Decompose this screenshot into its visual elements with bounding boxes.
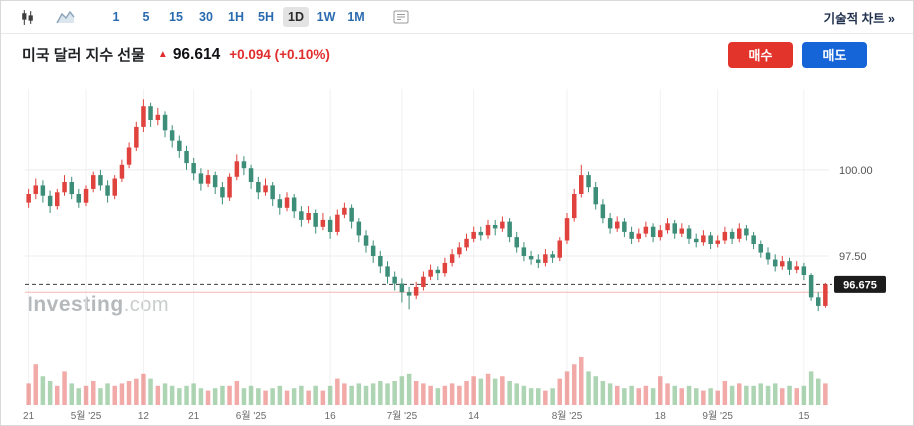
svg-text:21: 21: [188, 411, 200, 422]
timeframe-15[interactable]: 15: [163, 7, 189, 27]
svg-text:16: 16: [325, 411, 337, 422]
instrument-title: 미국 달러 지수 선물: [22, 47, 145, 64]
timeframe-1h[interactable]: 1H: [223, 7, 249, 27]
svg-text:100.00: 100.00: [839, 165, 873, 177]
svg-text:18: 18: [655, 411, 667, 422]
timeframe-5h[interactable]: 5H: [253, 7, 279, 27]
timeframe-1m[interactable]: 1M: [343, 7, 369, 27]
timeframe-group: 1 5 15 30 1H 5H 1D 1W 1M: [103, 7, 373, 27]
technical-chart-link[interactable]: 기술적 차트 »: [823, 11, 895, 26]
timeframe-1w[interactable]: 1W: [313, 7, 339, 27]
buy-button[interactable]: 매수: [728, 41, 793, 68]
svg-text:96.675: 96.675: [843, 279, 877, 291]
candles: [26, 99, 828, 312]
timeframe-1[interactable]: 1: [103, 7, 129, 27]
svg-text:7월 '25: 7월 '25: [387, 410, 418, 422]
area-chart-type-icon[interactable]: [52, 8, 79, 27]
watermark-suffix: .com: [123, 294, 170, 316]
svg-text:14: 14: [468, 411, 480, 422]
price-up-arrow-icon: ▲: [157, 49, 168, 60]
instrument-header: 미국 달러 지수 선물 ▲ 96.614 +0.094 (+0.10%) 매수 …: [1, 34, 913, 75]
sell-button[interactable]: 매도: [802, 41, 867, 68]
svg-text:5월 '25: 5월 '25: [71, 410, 102, 422]
trade-buttons: 매수 매도: [728, 41, 867, 68]
indicators-icon[interactable]: [389, 8, 413, 26]
candlestick-chart-type-icon[interactable]: [15, 7, 40, 28]
chart-toolbar: 1 5 15 30 1H 5H 1D 1W 1M 기술적 차트 »: [1, 1, 913, 34]
last-price-badge: 96.675: [834, 275, 886, 293]
price-change: +0.094 (+0.10%): [229, 47, 330, 62]
svg-text:6월 '25: 6월 '25: [236, 410, 267, 422]
volume-bars: [26, 357, 828, 405]
change-percent: (+0.10%): [274, 47, 330, 62]
timeframe-5[interactable]: 5: [133, 7, 159, 27]
timeframe-1d[interactable]: 1D: [283, 7, 309, 27]
last-price-value: 96.614: [172, 45, 221, 63]
price-overlays: [25, 283, 832, 293]
svg-text:15: 15: [798, 411, 810, 422]
svg-text:21: 21: [23, 411, 35, 422]
timeframe-30[interactable]: 30: [193, 7, 219, 27]
change-value: +0.094: [229, 47, 271, 62]
investing-watermark: Investing.com: [27, 293, 169, 317]
svg-text:8월 '25: 8월 '25: [552, 410, 583, 422]
svg-text:12: 12: [138, 411, 150, 422]
svg-text:97.50: 97.50: [839, 251, 867, 263]
svg-text:9월 '25: 9월 '25: [702, 410, 733, 422]
watermark-main: Investing: [27, 293, 124, 316]
chart-grid: [25, 89, 829, 405]
